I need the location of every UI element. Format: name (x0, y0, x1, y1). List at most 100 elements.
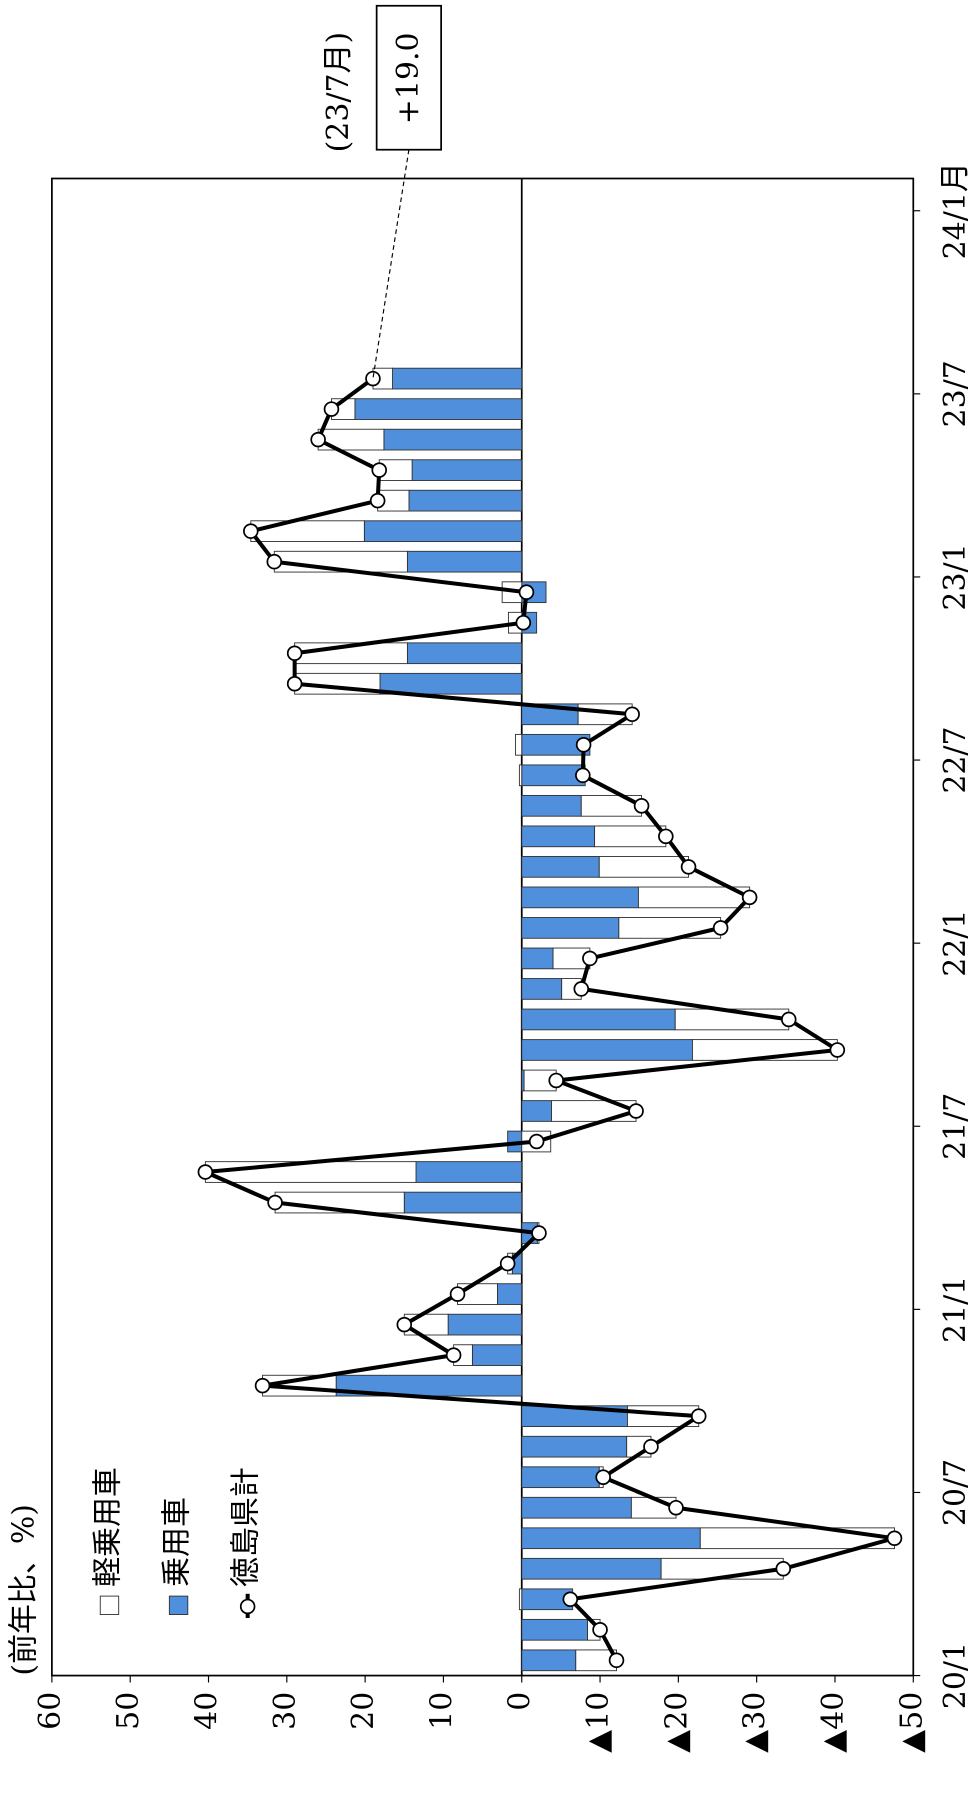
line-point (668, 1499, 684, 1516)
line-point (197, 1164, 214, 1180)
y-tick-label: ▲40 (816, 1692, 851, 1753)
bar (447, 1313, 523, 1336)
line-point (582, 950, 598, 967)
line-point (781, 1011, 797, 1028)
y-tick-label: 0 (503, 1692, 538, 1711)
bar (521, 886, 639, 909)
line-point (449, 1286, 466, 1302)
bar (521, 1557, 662, 1580)
line-point (528, 1133, 545, 1150)
line-point (829, 1042, 846, 1058)
annotation: (23/7月) (321, 32, 356, 153)
legend-swatch (168, 1595, 189, 1615)
bar (521, 1466, 600, 1489)
x-tick-label: 24/1月 (938, 162, 973, 259)
annotation-value: +19.0 (391, 32, 426, 124)
bar (497, 1283, 523, 1305)
legend-label: 乗用車 (160, 1497, 195, 1587)
bar (521, 1008, 676, 1031)
bar (392, 367, 523, 390)
y-tick-label: 50 (111, 1692, 146, 1730)
x-tick-label: 22/7 (938, 726, 973, 793)
line-point (592, 1622, 608, 1638)
bar (317, 428, 385, 451)
x-tick-label: 22/1 (938, 910, 973, 977)
line-point (886, 1530, 903, 1547)
unit-label: (前年比、%) (6, 1504, 41, 1676)
line-point (575, 767, 591, 784)
x-tick-label: 21/1 (938, 1276, 973, 1343)
bar (594, 825, 667, 848)
line-point (712, 920, 729, 936)
y-tick-label: 20 (346, 1692, 381, 1730)
y-tick-label: 30 (268, 1692, 303, 1730)
line-point (286, 645, 303, 662)
line-point (254, 1377, 271, 1394)
line-point (371, 462, 387, 478)
line-point (608, 1652, 625, 1669)
bar (379, 672, 523, 695)
line-point (365, 370, 381, 387)
bar (408, 489, 523, 512)
bar (521, 1039, 693, 1061)
line-point (499, 1255, 516, 1272)
plot-frame (51, 177, 915, 1677)
bar (521, 794, 582, 817)
line-point (369, 492, 386, 509)
bar (415, 1161, 523, 1183)
line-point (396, 1316, 413, 1333)
bar (521, 856, 600, 878)
line-point (267, 1194, 283, 1211)
bar (518, 764, 523, 787)
y-tick-label: ▲10 (581, 1692, 616, 1753)
line-point (562, 1591, 579, 1608)
bar (521, 1649, 577, 1672)
line-point (741, 889, 758, 906)
bar (598, 856, 690, 878)
bar (515, 733, 523, 756)
line-point (548, 1072, 564, 1089)
line-point (310, 431, 326, 448)
line-point (531, 1225, 547, 1241)
bar (618, 917, 722, 939)
bar (551, 1100, 637, 1122)
bar (383, 428, 523, 451)
line-point (628, 1103, 644, 1119)
line-point (515, 614, 532, 631)
bar (521, 1496, 632, 1519)
bar (521, 978, 563, 1000)
line-point (680, 859, 697, 875)
bar (406, 642, 523, 665)
line-point (643, 1438, 659, 1455)
bar (521, 947, 554, 970)
y-tick-label: 40 (190, 1692, 225, 1730)
line-point (624, 706, 640, 723)
bar (580, 794, 643, 817)
bar (471, 1344, 523, 1366)
x-tick-label: 20/7 (938, 1459, 973, 1526)
y-tick-label: ▲20 (659, 1692, 694, 1753)
y-tick-label: ▲50 (894, 1692, 929, 1753)
legend-label: 徳島県計 (229, 1467, 264, 1587)
legend-label: 軽乗用車 (90, 1467, 125, 1587)
x-tick-label: 21/7 (938, 1093, 973, 1160)
line-point (690, 1408, 707, 1424)
line-point (595, 1469, 611, 1485)
bar (363, 520, 523, 543)
bar (250, 520, 365, 543)
y-tick-label: 60 (33, 1692, 68, 1730)
bar (204, 1161, 417, 1183)
line-point (633, 798, 650, 814)
x-tick-label: 23/7 (938, 360, 973, 427)
line-point (775, 1560, 792, 1577)
annotation-leader (372, 149, 410, 379)
line-point (243, 523, 259, 539)
rotated-chart: (前年比、%) (23/7月) +19.0 60 50 40 30 20 10 0 ▲10 ▲2… (6, 4, 973, 1753)
y-tick-label: 10 (424, 1692, 459, 1730)
x-tick-label: 23/1 (938, 543, 973, 610)
line-point (518, 584, 535, 600)
y-tick-label: ▲30 (738, 1692, 773, 1753)
legend-point (239, 1598, 256, 1615)
line-point (286, 675, 303, 692)
